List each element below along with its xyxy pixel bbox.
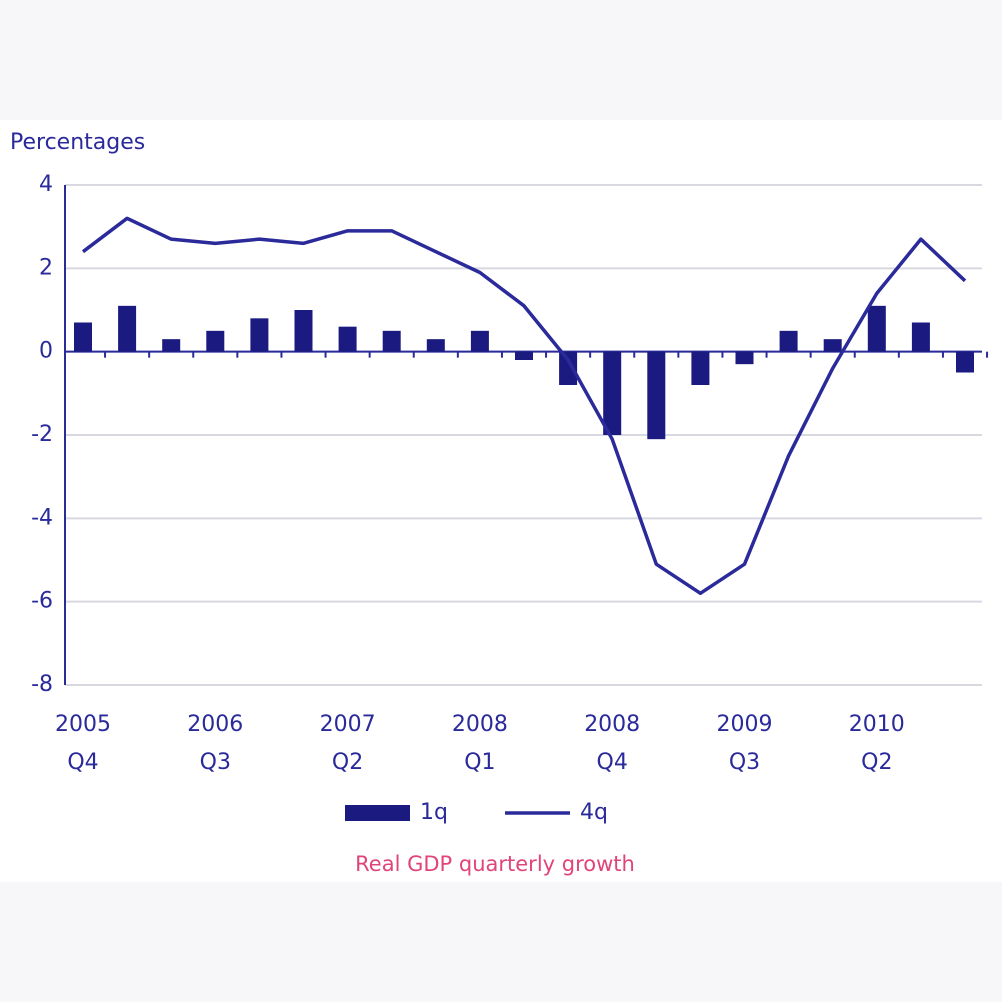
line: [81, 216, 967, 596]
bar: [911, 322, 930, 352]
y-tick-label: -6: [31, 589, 53, 614]
x-tick-label: 2008 Q4: [584, 712, 640, 775]
x-tick-label: 2010 Q2: [849, 712, 905, 775]
legend-label: 1q: [420, 800, 448, 825]
bar: [162, 339, 181, 352]
y-tick-label: 0: [39, 339, 53, 364]
chart-title: Real GDP quarterly growth: [355, 852, 635, 876]
x-tick-label: 2007 Q2: [320, 712, 376, 775]
bar: [382, 330, 401, 352]
bar: [956, 351, 974, 373]
bar: [647, 351, 666, 440]
x-tick-label: 2006 Q3: [187, 712, 243, 775]
bar: [603, 351, 622, 435]
legend-label: 4q: [580, 800, 608, 825]
x-tick-label: 2009 Q3: [717, 712, 773, 775]
legend-swatch: [345, 805, 410, 821]
chart-background: [0, 120, 1002, 882]
bar: [823, 339, 842, 352]
y-tick-label: 4: [39, 172, 53, 197]
x-tick-label: 2005 Q4: [55, 712, 111, 775]
y-tick-label: 2: [39, 255, 53, 280]
bar: [118, 305, 137, 352]
bar: [559, 351, 578, 385]
bar: [691, 351, 710, 385]
bar: [867, 305, 886, 352]
y-tick-label: -4: [31, 505, 53, 530]
x-tick-label: 2008 Q1: [452, 712, 508, 775]
bar: [426, 339, 445, 352]
bar: [250, 318, 269, 352]
bar: [294, 310, 313, 352]
y-tick-label: -2: [31, 422, 53, 447]
y-tick-label: -8: [31, 672, 53, 697]
bar: [735, 351, 754, 365]
bar: [779, 330, 798, 352]
bar: [206, 330, 225, 352]
bar: [74, 322, 92, 352]
bar: [515, 351, 533, 360]
y-axis-label: Percentages: [10, 130, 145, 155]
bar: [338, 326, 357, 352]
bar: [470, 330, 489, 352]
